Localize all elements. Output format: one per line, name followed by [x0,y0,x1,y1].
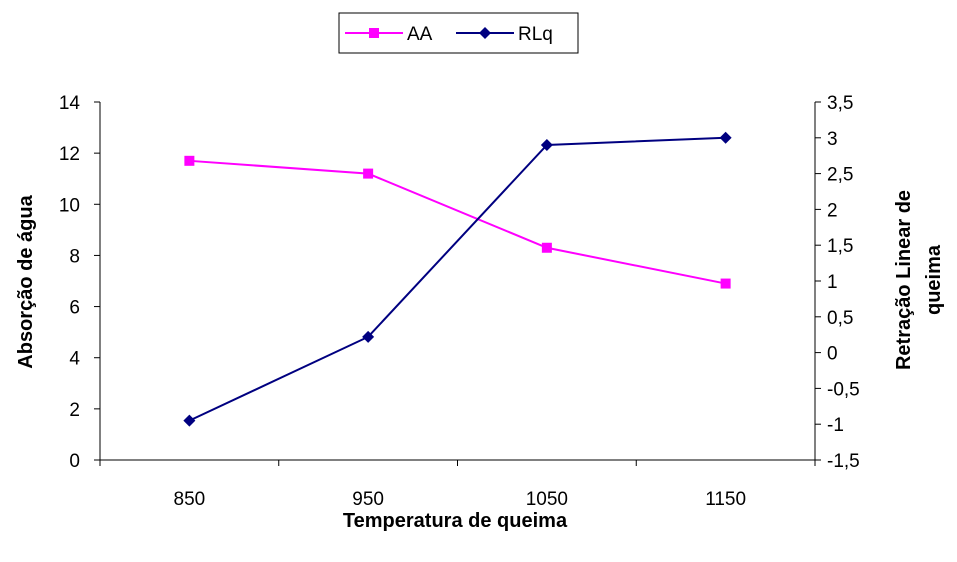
series-aa-point [720,278,731,289]
legend: AA RLq [338,12,579,54]
series-rlq-point [540,138,553,151]
x-tick-label: 950 [352,489,384,510]
axes: 0 2 4 6 8 10 12 14 -1,5 -1 -0,5 0 0,5 1 1,5 2 2,5 3 3,5 850… [59,93,860,510]
series-aa-line [189,159,726,285]
legend-rlq-marker [479,27,491,39]
series-aa-point [363,168,374,179]
x-tick-label: 1050 [526,489,568,510]
y-right-tick-label: -1,5 [827,451,860,472]
series-aa-point [184,155,195,166]
legend-aa-label: AA [407,24,433,45]
y-left-tick-label: 6 [69,298,80,319]
series-rlq-line [188,136,726,422]
y-right-tick-label: 1 [827,272,838,293]
y-right-tick-label: -1 [827,415,844,436]
series-layer [183,131,732,427]
y-right-tick-label: 0,5 [827,308,853,329]
y-right-tick-label: 0 [827,344,838,365]
y-right-tick-label: -0,5 [827,379,860,400]
series-rlq-point [362,330,375,343]
series-rlq-point [719,131,732,144]
x-tick-label: 1150 [705,489,746,510]
y-right-tick-label: 3 [827,129,838,150]
y-left-tick-label: 2 [69,400,80,421]
y-axis-left-title: Absorção de água [15,194,37,368]
y-left-tick-label: 4 [69,349,80,370]
y-left-tick-label: 10 [59,195,80,216]
y-left-tick-label: 12 [59,144,80,165]
y-left-tick-label: 0 [69,451,80,472]
x-axis-title: Temperatura de queima [343,510,568,532]
y-right-tick-label: 2,5 [827,165,853,186]
legend-rlq-label: RLq [518,24,553,45]
y-axis-right-title-line1: Retração Linear de [893,190,915,370]
y-right-tick-label: 1,5 [827,236,853,257]
series-aa-point [541,242,552,253]
y-left-tick-label: 14 [59,93,81,114]
y-right-tick-label: 3,5 [827,93,853,114]
x-tick-label: 850 [174,489,206,510]
y-right-tick-label: 2 [827,200,838,221]
legend-aa-marker [369,28,379,38]
labels: Temperatura de queima Absorção de água R… [15,190,945,532]
y-left-tick-label: 8 [69,246,80,267]
series-rlq-point [183,414,196,427]
y-axis-right-title-line2: queima [923,244,945,315]
